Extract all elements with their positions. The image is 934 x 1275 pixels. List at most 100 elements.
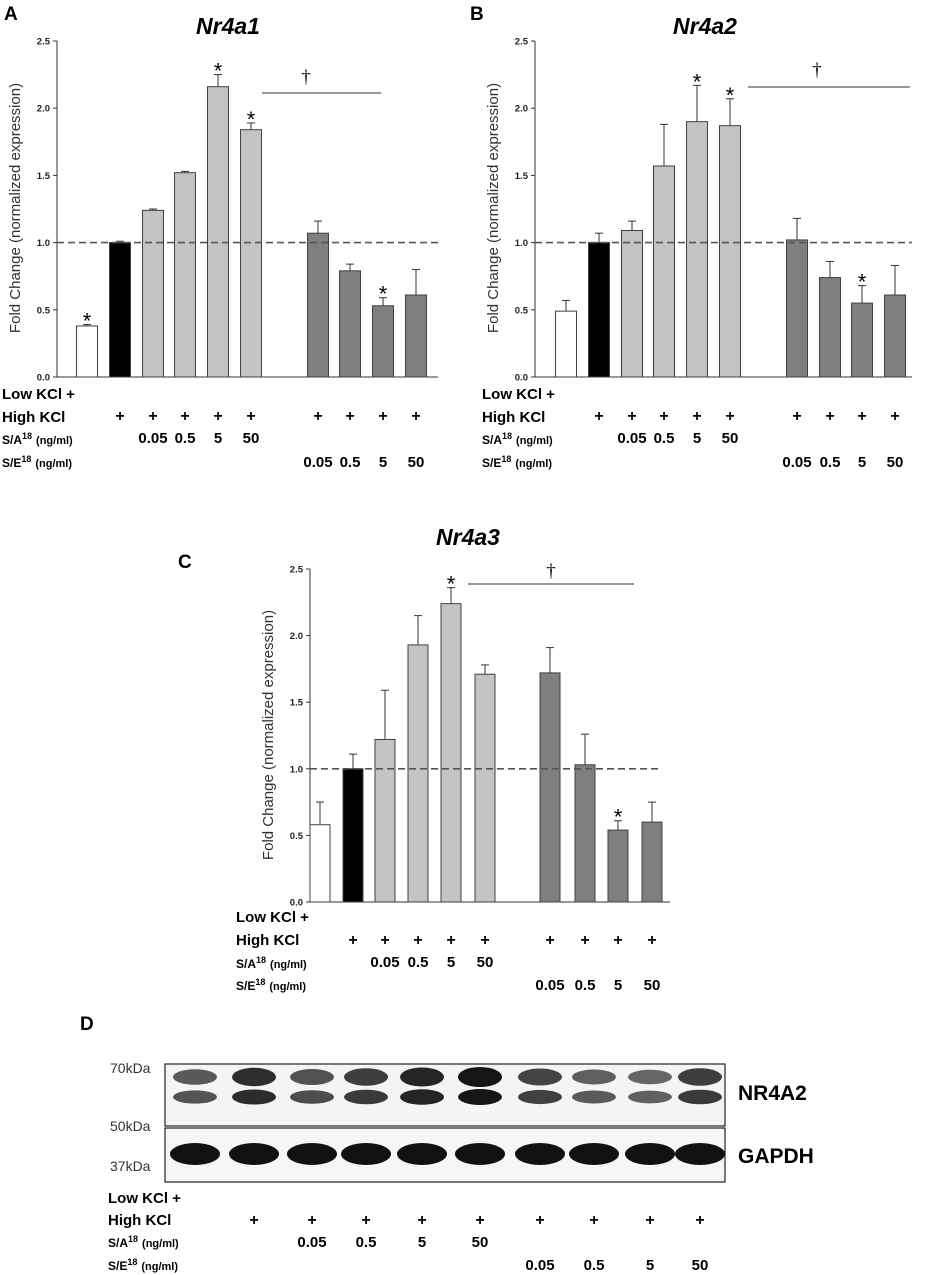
y-tick-label: 2.5 <box>290 565 304 576</box>
bar <box>307 232 329 378</box>
bar <box>884 294 906 378</box>
se-dose-label: 5 <box>646 1257 654 1274</box>
high-kcl-label-a: High KCl <box>2 409 65 426</box>
significance-star: * <box>726 83 735 108</box>
sa-dose-label: 0.05 <box>617 430 646 447</box>
blot-bands <box>170 1067 725 1165</box>
bar <box>719 125 741 378</box>
bar <box>539 672 561 903</box>
sa-dose-label: 0.5 <box>175 430 196 447</box>
high-kcl-plus: + <box>480 932 489 949</box>
se-label-c: S/E18 (ng/ml) <box>236 977 306 993</box>
sa-dose-label: 5 <box>214 430 222 447</box>
chart-title-nr4a3: Nr4a3 <box>436 524 500 550</box>
gapdh-band <box>229 1143 279 1165</box>
bar <box>588 242 610 378</box>
sa-label-d: S/A18 (ng/ml) <box>108 1234 179 1250</box>
bar <box>240 129 262 378</box>
sa-dose-label: 5 <box>447 954 455 971</box>
se-dose-label: 5 <box>858 454 866 471</box>
gapdh-band <box>170 1143 220 1165</box>
high-kcl-plus: + <box>361 1212 370 1229</box>
bar <box>621 230 643 378</box>
bar <box>574 764 596 903</box>
nr4a2-upper-band <box>628 1069 672 1085</box>
high-kcl-plus: + <box>313 408 322 425</box>
y-tick-label: 0.5 <box>515 305 529 316</box>
high-kcl-plus: + <box>345 408 354 425</box>
high-kcl-plus: + <box>692 408 701 425</box>
gapdh-band <box>675 1143 725 1165</box>
se-dose-label: 0.5 <box>584 1257 605 1274</box>
se-dose-label: 0.05 <box>303 454 332 471</box>
high-kcl-plus: + <box>695 1212 704 1229</box>
bar <box>555 310 577 378</box>
gapdh-band <box>397 1143 447 1165</box>
high-kcl-plus: + <box>417 1212 426 1229</box>
se-dose-label: 50 <box>887 454 904 471</box>
high-kcl-plus: + <box>213 408 222 425</box>
significance-star: * <box>247 107 256 132</box>
bar <box>474 673 496 903</box>
nr4a2-lower-band <box>458 1089 502 1105</box>
nr4a2-lower-band <box>572 1090 616 1104</box>
chart-nr4a3: 0.0 0.5 1.0 1.5 2.0 2.5 * * <box>290 565 670 909</box>
sa-dose-label: 50 <box>477 954 494 971</box>
low-kcl-label-b: Low KCl + <box>482 386 555 403</box>
bar <box>851 302 873 378</box>
y-tick-label: 1.5 <box>290 698 304 709</box>
sa-dose-label: 5 <box>418 1234 426 1251</box>
bar <box>607 829 629 903</box>
bar <box>641 821 663 903</box>
high-kcl-plus: + <box>580 932 589 949</box>
low-kcl-label-d: Low KCl + <box>108 1190 181 1207</box>
y-axis-label-nr4a3: Fold Change (normalized expression) <box>260 610 277 860</box>
gapdh-band <box>515 1143 565 1165</box>
high-kcl-plus: + <box>594 408 603 425</box>
y-tick-label: 2.0 <box>515 104 528 115</box>
high-kcl-label-d: High KCl <box>108 1212 171 1229</box>
nr4a2-upper-band <box>678 1068 722 1086</box>
condition-table-nr4a3: + +0.05 +0.5 +5 +50 +0.05 +0.5 +5 +50 <box>348 932 660 994</box>
y-tick-label: 1.0 <box>290 764 303 775</box>
nr4a2-upper-band <box>173 1069 217 1085</box>
significance-star: * <box>447 572 456 597</box>
gapdh-band <box>625 1143 675 1165</box>
se-dose-label: 0.05 <box>535 977 564 994</box>
gapdh-band <box>569 1143 619 1165</box>
y-tick-label: 2.0 <box>37 104 50 115</box>
bar <box>309 824 331 903</box>
y-tick-label: 0.0 <box>290 898 303 909</box>
gapdh-band <box>341 1143 391 1165</box>
nr4a2-upper-band <box>344 1068 388 1086</box>
high-kcl-label-c: High KCl <box>236 932 299 949</box>
significance-star: * <box>614 805 623 830</box>
se-dose-label: 0.5 <box>820 454 841 471</box>
marker-50kda: 50kDa <box>110 1118 151 1134</box>
sa-dose-label: 0.05 <box>370 954 399 971</box>
bar <box>342 768 364 903</box>
high-kcl-label-b: High KCl <box>482 409 545 426</box>
y-axis-label-nr4a1: Fold Change (normalized expression) <box>7 83 24 333</box>
bar <box>407 644 429 903</box>
panel-letter-b: B <box>470 4 484 25</box>
nr4a2-upper-band <box>400 1067 444 1087</box>
high-kcl-plus: + <box>378 408 387 425</box>
low-kcl-label-c: Low KCl + <box>236 909 309 926</box>
panel-letter-a: A <box>4 4 18 25</box>
y-tick-label: 2.5 <box>515 37 529 48</box>
y-tick-label: 1.5 <box>515 171 529 182</box>
se-dose-label: 5 <box>379 454 387 471</box>
high-kcl-plus: + <box>589 1212 598 1229</box>
y-tick-label: 1.5 <box>37 171 51 182</box>
se-dose-label: 50 <box>408 454 425 471</box>
bar <box>339 270 361 378</box>
sa-dose-label: 50 <box>472 1234 489 1251</box>
significance-star: * <box>858 270 867 295</box>
marker-37kda: 37kDa <box>110 1158 151 1174</box>
sa-dose-label: 0.5 <box>408 954 429 971</box>
dagger-nr4a1: † <box>301 67 311 88</box>
se-dose-label: 50 <box>692 1257 709 1274</box>
